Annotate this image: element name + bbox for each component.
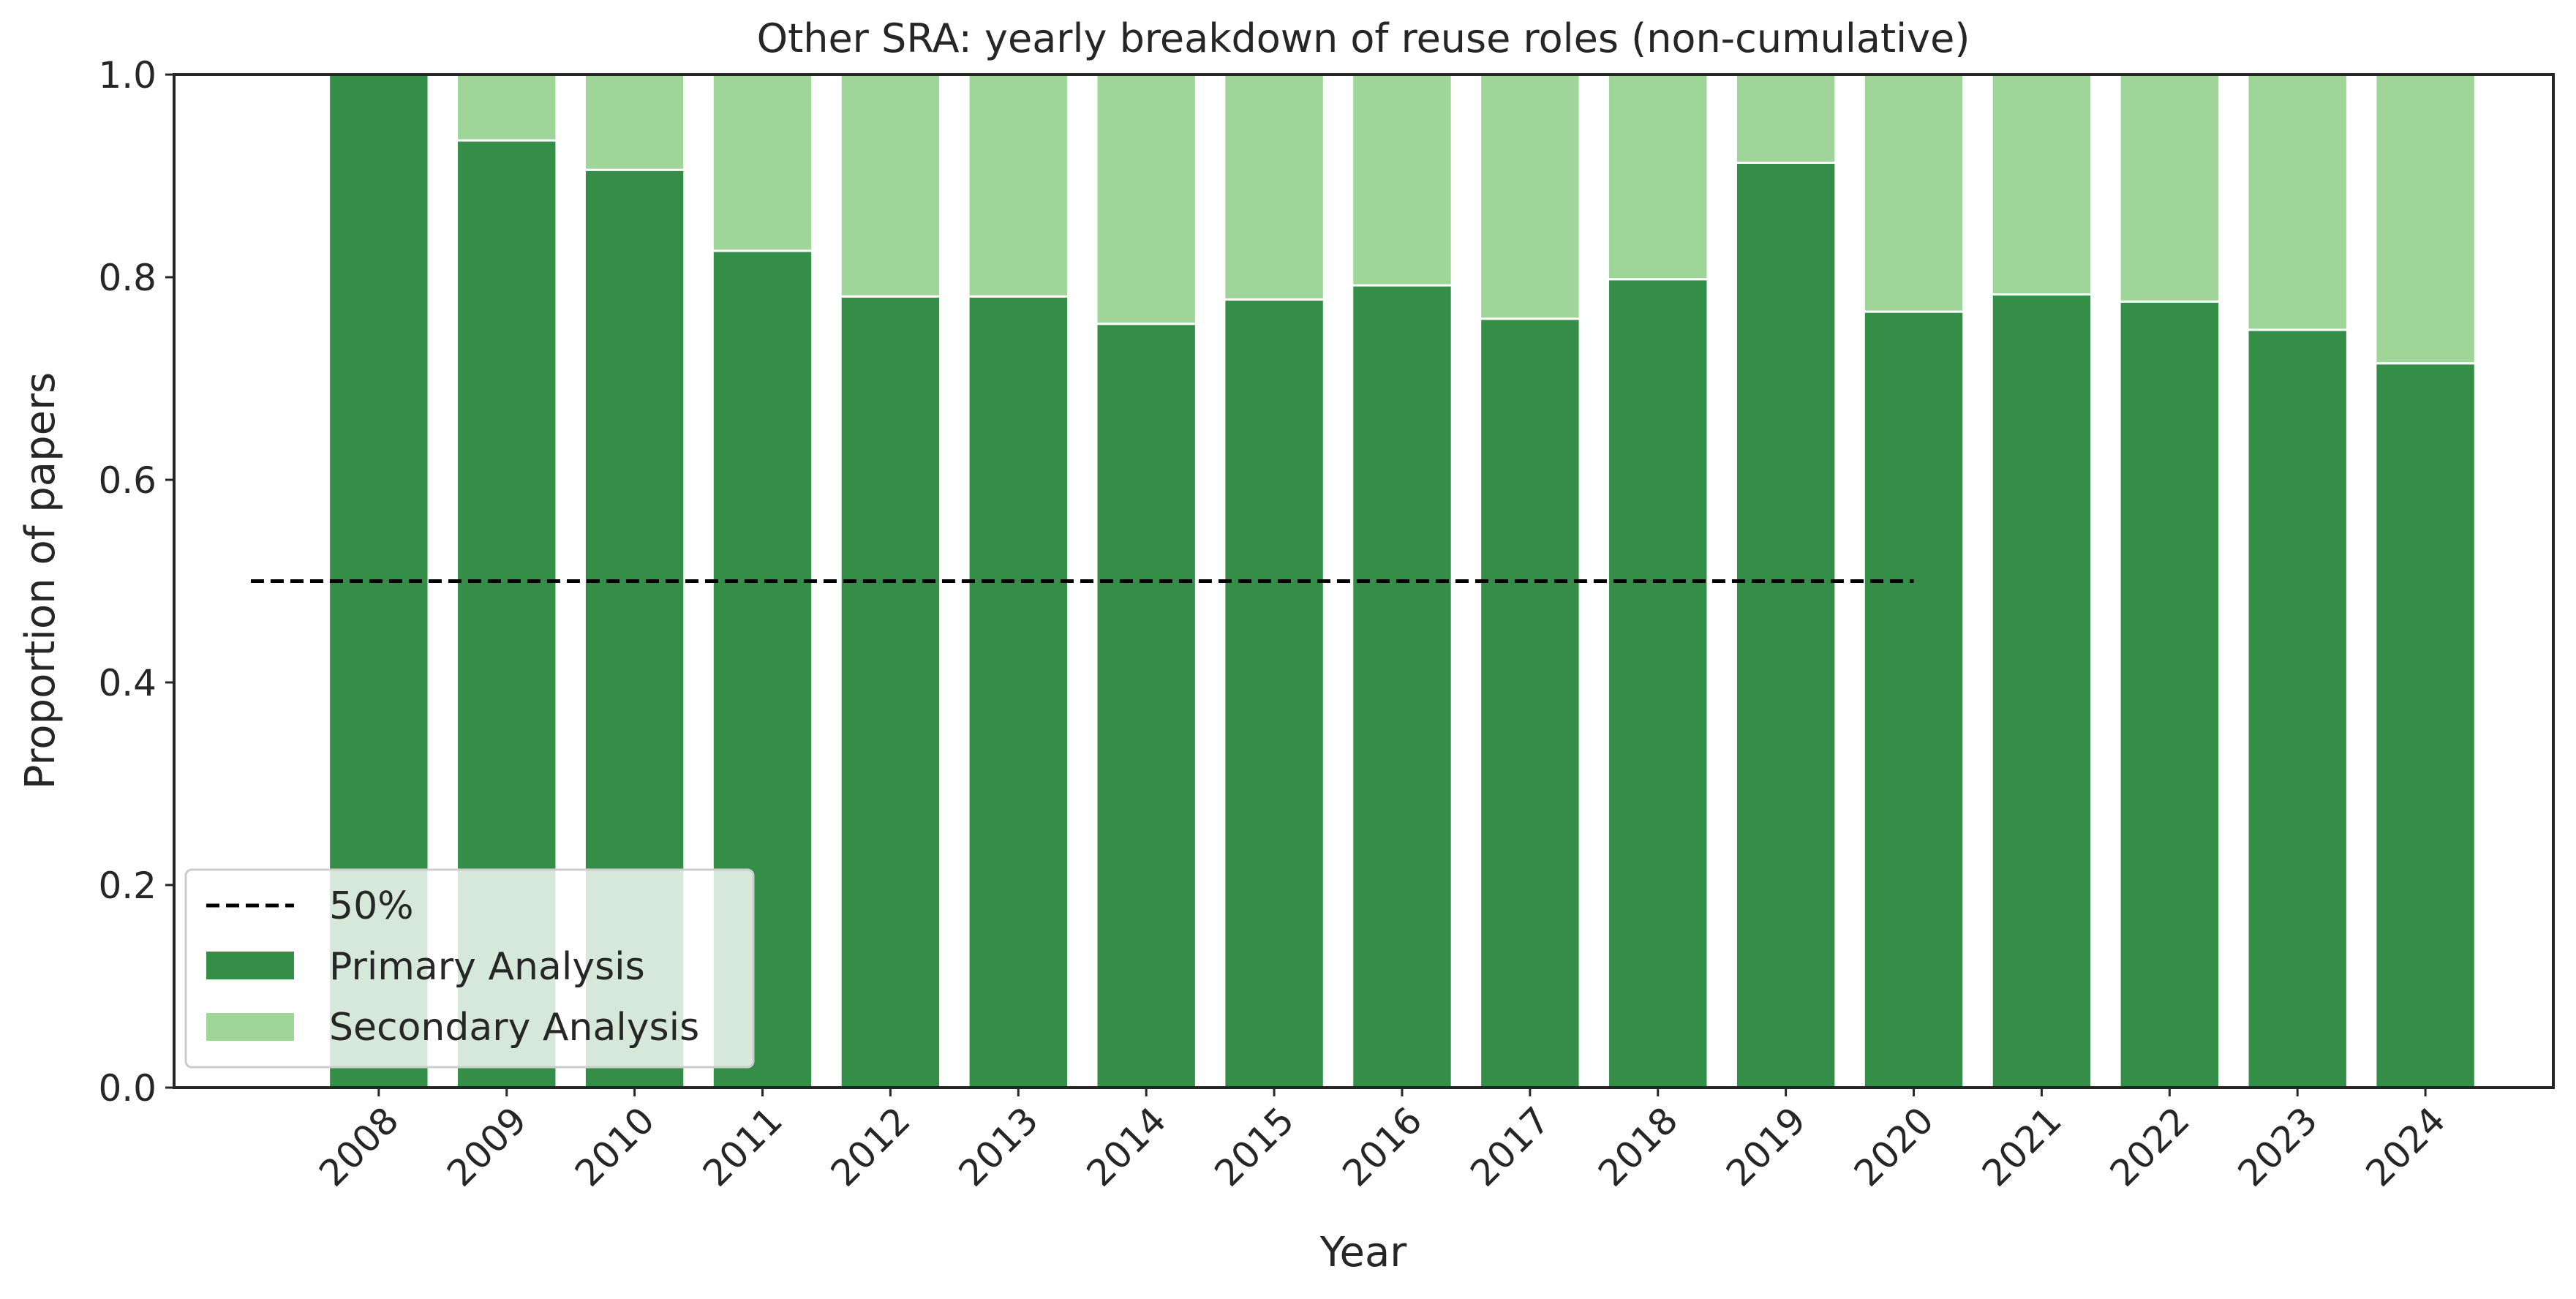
- bar-secondary-2017: [1479, 73, 1581, 320]
- bar-primary-2020: [1862, 310, 1965, 1089]
- bar-primary-2019: [1734, 161, 1837, 1089]
- x-axis: 2008 2009 2010 2011 2012 2013 2014 2015 2016 2017…: [311, 1088, 2454, 1194]
- bar-secondary-2019: [1734, 73, 1837, 164]
- x-tick-label-2022: 2022: [2102, 1099, 2198, 1194]
- bar-secondary-2012: [839, 73, 942, 298]
- bar-primary-2022: [2118, 300, 2221, 1089]
- x-tick-label-2017: 2017: [1462, 1099, 1558, 1194]
- x-tick-label-2009: 2009: [439, 1099, 535, 1194]
- legend-primary-swatch: [206, 952, 294, 979]
- bar-primary-2012: [839, 295, 942, 1089]
- bar-primary-2015: [1223, 298, 1325, 1089]
- x-tick-label-2019: 2019: [1718, 1099, 1814, 1194]
- y-tick-label: 1.0: [98, 54, 157, 97]
- x-tick-label-2010: 2010: [567, 1099, 663, 1194]
- bar-primary-2016: [1351, 284, 1453, 1089]
- bar-secondary-2022: [2118, 73, 2221, 303]
- bar-secondary-2016: [1351, 73, 1453, 287]
- y-tick-label: 0.8: [98, 257, 157, 299]
- x-axis-label: Year: [1319, 1229, 1408, 1276]
- x-tick-label-2013: 2013: [951, 1099, 1047, 1194]
- x-tick-label-2020: 2020: [1846, 1099, 1942, 1194]
- legend-box: [184, 868, 755, 1069]
- bar-secondary-2009: [456, 73, 558, 142]
- x-tick-label-2023: 2023: [2230, 1099, 2326, 1194]
- x-tick-label-2008: 2008: [311, 1099, 407, 1194]
- y-axis-label: Proportion of papers: [17, 372, 64, 790]
- bar-secondary-2010: [583, 73, 686, 171]
- bar-primary-2017: [1479, 317, 1581, 1089]
- bar-secondary-2018: [1607, 73, 1709, 281]
- bar-secondary-2024: [2374, 73, 2477, 365]
- y-tick-label: 0.0: [98, 1067, 157, 1110]
- bar-primary-2013: [967, 295, 1069, 1089]
- bar-secondary-2011: [711, 73, 814, 252]
- bar-primary-2018: [1607, 278, 1709, 1089]
- x-tick-label-2011: 2011: [695, 1099, 791, 1194]
- bar-secondary-2020: [1862, 73, 1965, 313]
- chart-title: Other SRA: yearly breakdown of reuse rol…: [757, 15, 1970, 61]
- bar-secondary-2013: [967, 73, 1069, 298]
- bar-secondary-2014: [1095, 73, 1197, 325]
- y-tick-label: 0.2: [98, 865, 157, 907]
- x-tick-label-2012: 2012: [823, 1099, 919, 1194]
- x-tick-label-2016: 2016: [1334, 1099, 1430, 1194]
- legend-primary-label: Primary Analysis: [329, 945, 645, 989]
- bar-secondary-2021: [1990, 73, 2093, 296]
- legend: 50% Primary Analysis Secondary Analysis: [184, 868, 755, 1069]
- x-tick-label-2018: 2018: [1590, 1099, 1686, 1194]
- x-tick-label-2014: 2014: [1079, 1099, 1175, 1194]
- bar-secondary-2015: [1223, 73, 1325, 301]
- y-axis: 0.0 0.2 0.4 0.6 0.8 1.0: [98, 54, 174, 1110]
- x-tick-label-2021: 2021: [1974, 1099, 2070, 1194]
- y-tick-label: 0.6: [98, 459, 157, 502]
- legend-50pct-label: 50%: [329, 884, 414, 928]
- bar-primary-2024: [2374, 362, 2477, 1089]
- bar-secondary-2023: [2246, 73, 2349, 331]
- x-tick-label-2024: 2024: [2358, 1099, 2454, 1194]
- legend-secondary-swatch: [206, 1013, 294, 1041]
- bar-primary-2023: [2246, 328, 2349, 1089]
- bar-primary-2021: [1990, 293, 2093, 1089]
- bar-primary-2014: [1095, 323, 1197, 1089]
- x-tick-label-2015: 2015: [1207, 1099, 1303, 1194]
- legend-secondary-label: Secondary Analysis: [329, 1006, 699, 1050]
- y-tick-label: 0.4: [98, 662, 157, 704]
- plot-frame: [173, 73, 2555, 1089]
